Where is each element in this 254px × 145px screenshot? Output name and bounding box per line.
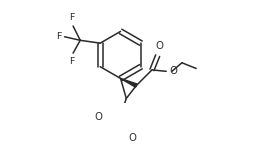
Text: F: F bbox=[56, 32, 62, 41]
Text: O: O bbox=[128, 133, 136, 143]
Text: F: F bbox=[69, 13, 74, 22]
Text: O: O bbox=[155, 41, 163, 51]
Polygon shape bbox=[121, 78, 137, 87]
Text: O: O bbox=[94, 112, 102, 122]
Text: O: O bbox=[169, 66, 177, 76]
Text: F: F bbox=[69, 57, 74, 66]
